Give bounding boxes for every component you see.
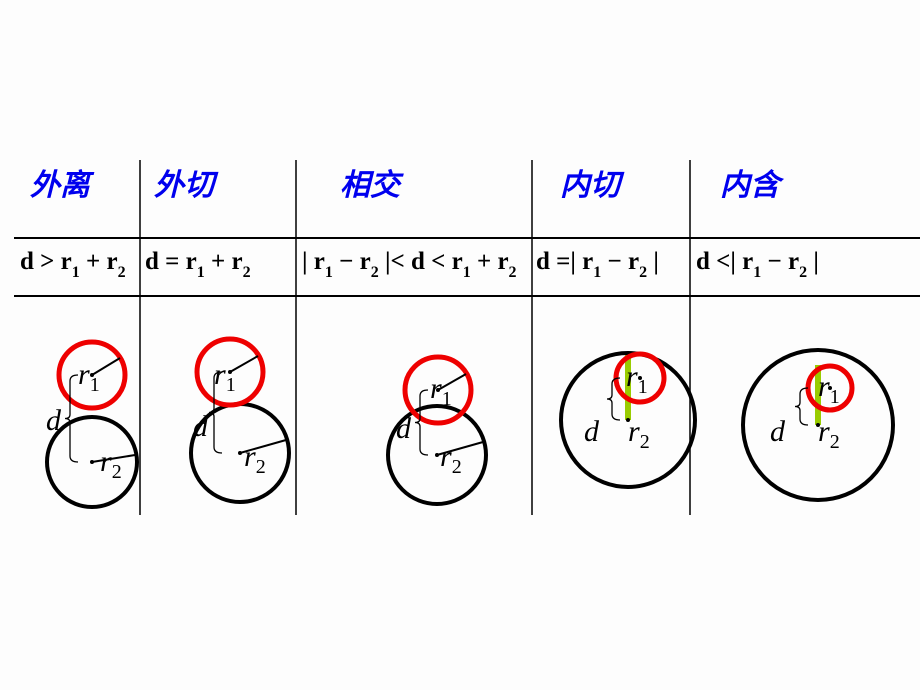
label-r2-separate: r2 [100, 445, 122, 484]
circle-diagrams [0, 0, 920, 690]
label-r1-separate: r1 [78, 358, 100, 397]
label-r1-contained: r1 [818, 370, 840, 409]
label-r1-ext-tangent: r1 [214, 358, 236, 397]
label-r2-ext-tangent: r2 [244, 440, 266, 479]
label-d-int-tangent: d [584, 415, 599, 449]
label-r2-intersect: r2 [440, 440, 462, 479]
slide-canvas: 外离外切相交内切内含 d > r1 + r2d = r1 + r2| r1 − … [0, 0, 920, 690]
label-r2-int-tangent: r2 [628, 415, 650, 454]
label-r1-intersect: r1 [430, 372, 452, 411]
label-d-contained: d [770, 415, 785, 449]
label-d-ext-tangent: d [193, 410, 208, 444]
label-r1-int-tangent: r1 [626, 360, 648, 399]
label-d-separate: d [46, 404, 61, 438]
label-r2-contained: r2 [818, 415, 840, 454]
label-d-intersect: d [396, 412, 411, 446]
